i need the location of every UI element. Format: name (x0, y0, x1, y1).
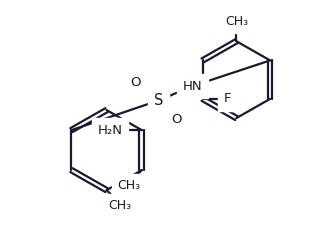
Text: CH₃: CH₃ (225, 14, 248, 28)
Text: CH₃: CH₃ (108, 199, 131, 212)
Text: O: O (171, 113, 182, 126)
Text: O: O (131, 76, 141, 89)
Text: HN: HN (183, 80, 202, 93)
Text: H₂N: H₂N (97, 124, 122, 137)
Text: F: F (224, 92, 231, 105)
Text: CH₃: CH₃ (117, 179, 140, 192)
Text: S: S (154, 93, 163, 108)
